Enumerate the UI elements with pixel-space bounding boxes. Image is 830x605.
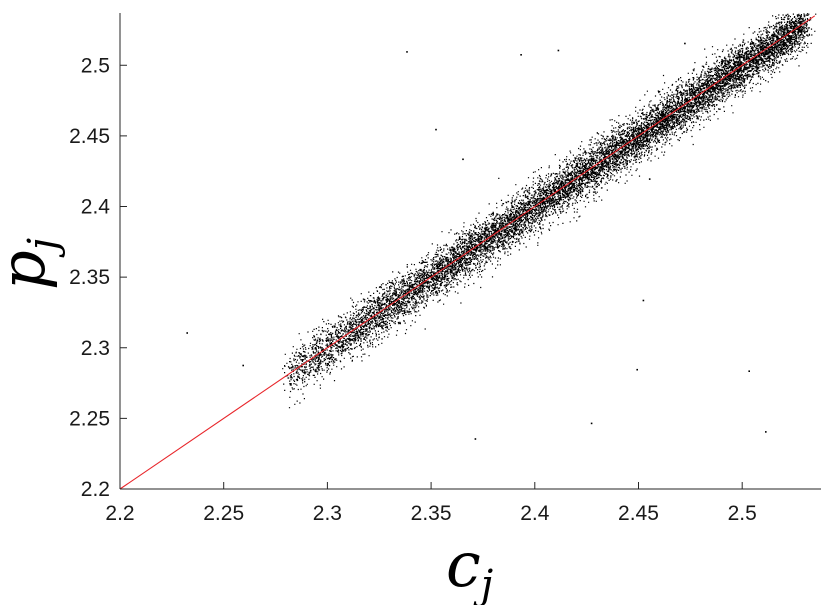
outlier-point (748, 370, 750, 372)
outlier-point (636, 368, 638, 371)
outlier-point (684, 42, 686, 45)
outlier-point (642, 299, 645, 302)
x-tick-label: 2.2 (105, 502, 134, 525)
axes (119, 13, 821, 490)
point-cloud (282, 13, 817, 409)
x-tick-label: 2.4 (520, 502, 550, 525)
outlier-point (186, 332, 188, 334)
x-tick-labels: 2.2 2.25 2.3 2.35 2.4 2.45 2.5 (105, 502, 756, 525)
outlier-point (520, 54, 522, 56)
y-axis-title: pj (0, 238, 66, 290)
outlier-point (435, 128, 437, 131)
y-tick-label: 2.4 (81, 196, 111, 219)
identity-line (119, 15, 816, 490)
outlier-point (474, 438, 477, 440)
y-tick-label: 2.25 (69, 407, 110, 430)
x-axis-title: cj (446, 528, 493, 605)
y-tick-label: 2.35 (69, 266, 110, 289)
outlier-point (462, 158, 464, 161)
x-tick-label: 2.25 (203, 502, 244, 525)
y-tick-labels: 2.2 2.25 2.3 2.35 2.4 2.45 2.5 (69, 54, 110, 501)
outlier-point (406, 51, 408, 53)
outlier-point (557, 49, 560, 52)
y-tick-label: 2.45 (69, 125, 110, 148)
data-points (186, 13, 817, 440)
x-tick-label: 2.35 (411, 502, 452, 525)
x-tick-label: 2.45 (618, 502, 659, 525)
x-tick-label: 2.3 (313, 502, 342, 525)
y-tick-label: 2.5 (81, 54, 110, 77)
outlier-point (242, 364, 244, 367)
outlier-point (785, 45, 788, 48)
outlier-point (765, 431, 767, 433)
y-tick-label: 2.2 (81, 478, 110, 501)
outlier-point (648, 178, 651, 180)
y-tick-label: 2.3 (81, 337, 110, 360)
outlier-point (590, 422, 593, 425)
x-tick-label: 2.5 (728, 502, 757, 525)
